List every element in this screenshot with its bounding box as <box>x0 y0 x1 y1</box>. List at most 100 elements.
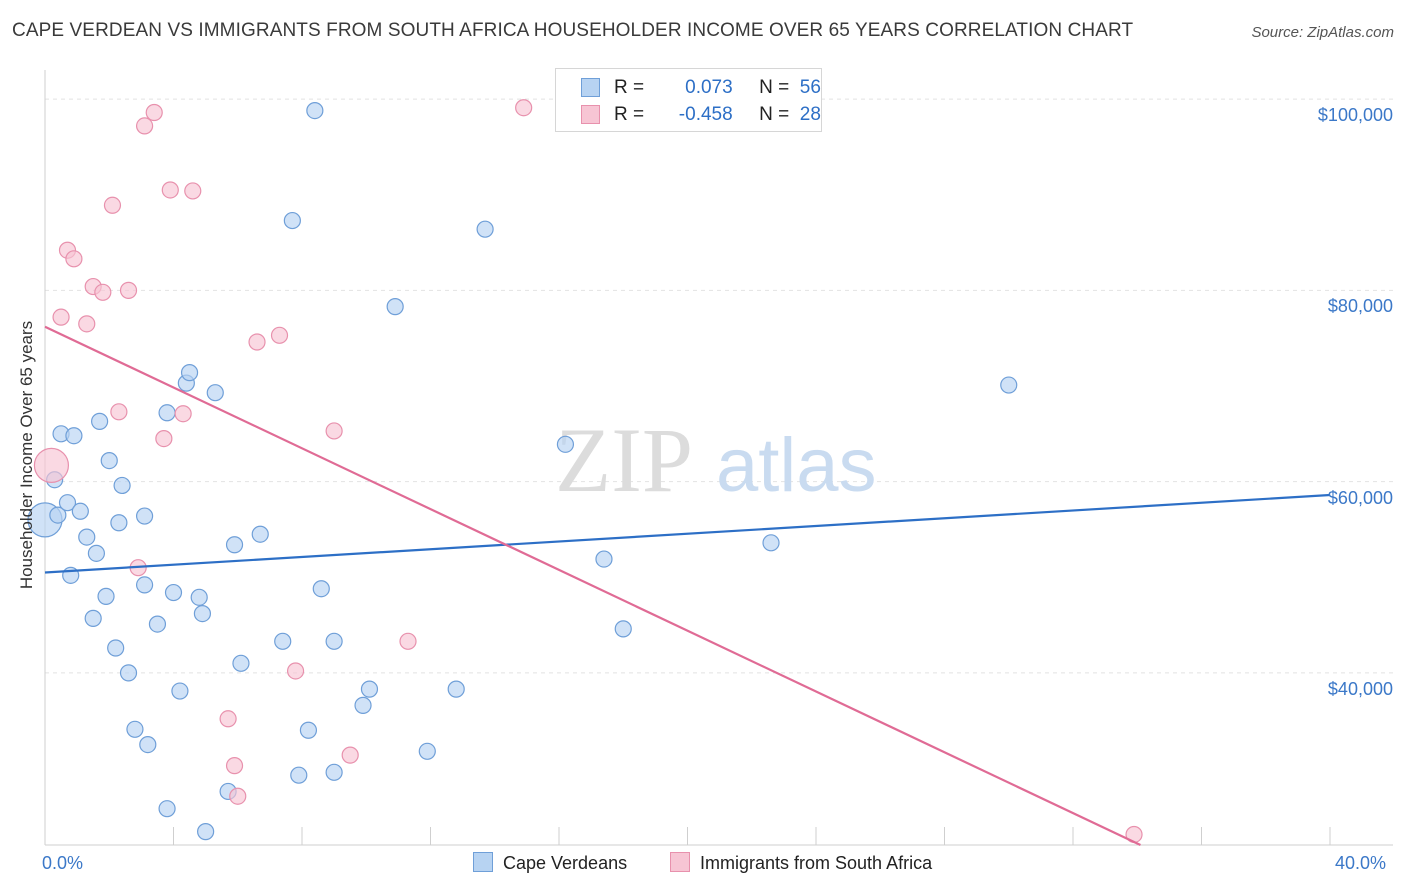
legend-item-south-africa: Immigrants from South Africa <box>670 852 932 874</box>
point-cape-verdeans <box>225 536 244 554</box>
y-tick-label: $80,000 <box>1327 296 1393 317</box>
point-south-africa <box>174 405 192 423</box>
point-south-africa <box>33 447 70 483</box>
legend-item-cape-verdeans: Cape Verdeans <box>473 852 627 874</box>
point-south-africa <box>286 662 305 680</box>
y-axis-label: Householder Income Over 65 years <box>17 320 36 590</box>
point-cape-verdeans <box>135 507 154 525</box>
point-cape-verdeans <box>158 800 176 818</box>
point-cape-verdeans <box>232 654 250 672</box>
point-cape-verdeans <box>180 364 199 382</box>
y-tick-label: $60,000 <box>1327 487 1393 508</box>
point-cape-verdeans <box>206 384 224 402</box>
point-south-africa <box>225 757 244 775</box>
swatch-pink <box>581 105 600 124</box>
point-cape-verdeans <box>148 615 167 633</box>
point-cape-verdeans <box>418 742 436 760</box>
point-cape-verdeans <box>139 735 157 754</box>
point-cape-verdeans <box>84 609 102 627</box>
r-value-pink: -0.458 <box>678 104 733 125</box>
point-cape-verdeans <box>135 576 154 594</box>
point-cape-verdeans <box>110 514 128 532</box>
point-cape-verdeans <box>762 534 780 552</box>
point-cape-verdeans <box>556 435 575 453</box>
point-cape-verdeans <box>158 404 176 422</box>
point-cape-verdeans <box>87 544 106 562</box>
point-cape-verdeans <box>126 720 144 738</box>
point-cape-verdeans <box>107 639 125 657</box>
grid-lines <box>45 98 1393 674</box>
point-south-africa <box>110 403 128 421</box>
point-cape-verdeans <box>197 823 215 841</box>
stats-legend: R = 0.073 N = 56 R = -0.458 N = 28 <box>555 68 822 132</box>
watermark-atlas: atlas <box>716 423 877 508</box>
source-credit: Source: ZipAtlas.com <box>1251 24 1394 41</box>
point-cape-verdeans <box>354 696 372 714</box>
point-cape-verdeans <box>78 528 96 546</box>
x-tick-max: 40.0% <box>1335 853 1387 873</box>
point-cape-verdeans <box>91 412 109 430</box>
n-value-pink: 28 <box>799 104 821 125</box>
y-tick-label: $100,000 <box>1317 105 1393 126</box>
y-tick-label: $40,000 <box>1327 678 1393 699</box>
point-cape-verdeans <box>193 604 212 623</box>
point-cape-verdeans <box>360 680 379 698</box>
point-cape-verdeans <box>97 587 115 605</box>
point-cape-verdeans <box>283 211 301 230</box>
point-south-africa <box>65 250 83 268</box>
point-cape-verdeans <box>100 451 118 470</box>
point-cape-verdeans <box>58 494 77 512</box>
point-south-africa <box>341 746 359 764</box>
point-cape-verdeans <box>325 763 343 781</box>
point-south-africa <box>248 333 266 351</box>
point-south-africa <box>135 117 154 135</box>
n-value-blue: 56 <box>799 77 821 98</box>
point-cape-verdeans <box>386 298 404 316</box>
point-south-africa <box>78 315 96 333</box>
legend-swatch-pink <box>670 852 690 872</box>
point-south-africa <box>52 308 70 326</box>
point-south-africa <box>119 281 138 299</box>
point-south-africa <box>145 103 163 122</box>
point-cape-verdeans <box>1000 376 1018 394</box>
point-cape-verdeans <box>71 502 89 520</box>
point-cape-verdeans <box>190 588 208 606</box>
point-cape-verdeans <box>476 220 494 238</box>
point-south-africa <box>155 429 173 448</box>
x-tick-min: 0.0% <box>42 853 84 873</box>
point-south-africa <box>515 99 533 117</box>
point-south-africa <box>229 787 247 805</box>
point-south-africa <box>94 283 112 301</box>
point-cape-verdeans <box>299 721 318 739</box>
point-cape-verdeans <box>312 580 330 598</box>
point-south-africa <box>219 710 237 728</box>
chart-title: CAPE VERDEAN VS IMMIGRANTS FROM SOUTH AF… <box>12 20 1134 41</box>
scatter-points <box>27 99 1143 844</box>
point-cape-verdeans <box>251 525 269 543</box>
point-cape-verdeans <box>49 506 67 524</box>
swatch-blue <box>581 78 600 97</box>
point-south-africa <box>270 326 289 344</box>
point-cape-verdeans <box>274 632 292 650</box>
r-value-blue: 0.073 <box>685 77 733 98</box>
point-south-africa <box>161 181 179 199</box>
watermark-zip: ZIP <box>555 409 693 511</box>
point-south-africa <box>399 632 417 650</box>
trend-line-cape-verdeans <box>44 493 1331 574</box>
legend-swatch-blue <box>473 852 493 872</box>
point-cape-verdeans <box>171 682 189 700</box>
point-cape-verdeans <box>325 632 343 650</box>
point-cape-verdeans <box>65 427 83 445</box>
point-cape-verdeans <box>306 101 324 120</box>
point-cape-verdeans <box>447 680 465 698</box>
point-cape-verdeans <box>595 550 613 568</box>
point-cape-verdeans <box>614 620 632 638</box>
trend-line-south-africa <box>44 325 1141 846</box>
point-cape-verdeans <box>290 766 308 784</box>
point-south-africa <box>103 196 122 214</box>
point-south-africa <box>325 422 343 440</box>
trend-lines <box>44 325 1331 846</box>
point-cape-verdeans <box>113 476 131 495</box>
point-south-africa <box>184 182 202 200</box>
